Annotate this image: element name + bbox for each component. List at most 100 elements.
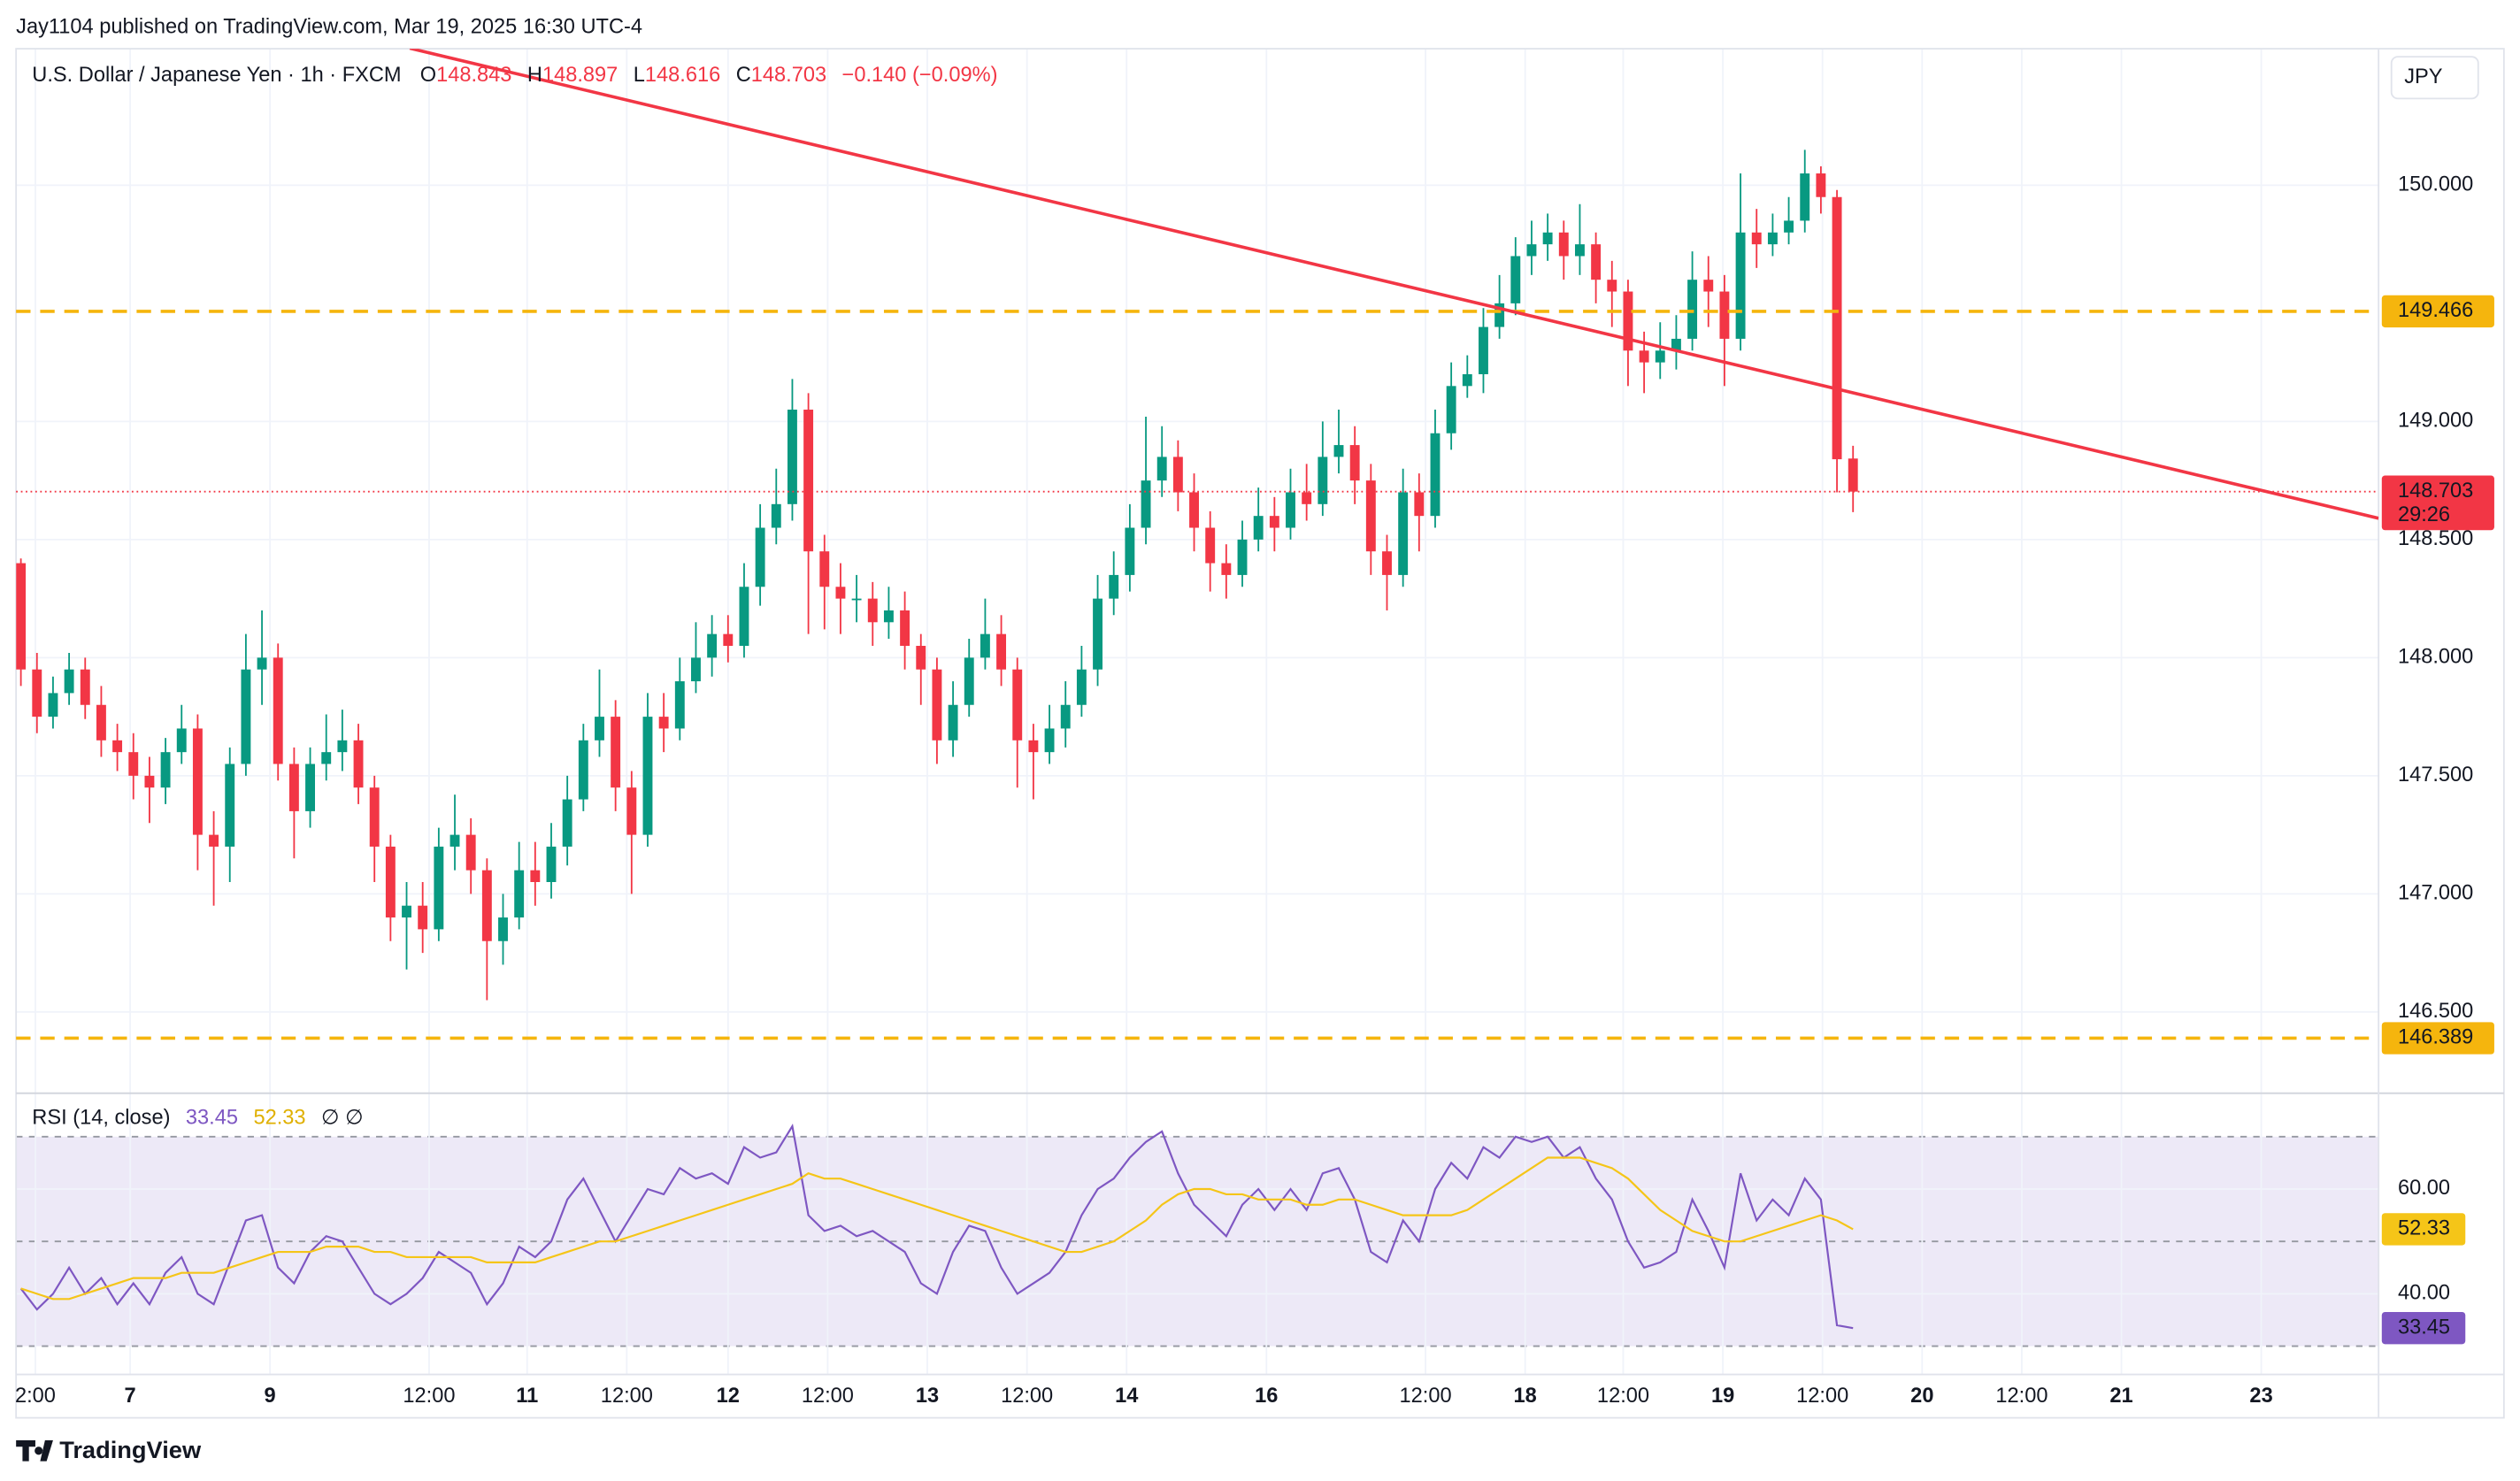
x-tick-label: 21 [2109, 1385, 2132, 1408]
brand-logo [16, 1440, 53, 1462]
candle-body [1044, 728, 1055, 753]
candle-body [819, 551, 830, 587]
candle-body [996, 633, 1007, 670]
rsi-value-label: 33.45 [2398, 1316, 2450, 1339]
candle-body [595, 717, 604, 740]
x-tick-label: 20 [1910, 1385, 1933, 1408]
candle-body [1172, 457, 1183, 493]
x-tick-label: 14 [1115, 1385, 1138, 1408]
candle-body [418, 905, 428, 930]
candle-body [321, 752, 332, 764]
candle-body [739, 587, 749, 647]
grid [16, 49, 2379, 1375]
candle-body [980, 633, 990, 658]
level-label: 146.389 [2398, 1026, 2473, 1049]
candle-body [434, 846, 444, 930]
candle-body [1205, 527, 1216, 564]
candle-body [626, 787, 637, 835]
candle-body [1012, 669, 1023, 740]
candle-body [337, 740, 348, 753]
legend-letter: H [527, 64, 542, 87]
candle-body [1302, 492, 1312, 504]
candle-body [1735, 232, 1746, 339]
rsi-value-box [2381, 1311, 2466, 1345]
candle-body [1060, 704, 1071, 729]
y-tick-label: 148.000 [2398, 646, 2473, 669]
rsi-value-box [2381, 1213, 2466, 1246]
x-tick-label: 18 [1514, 1385, 1537, 1408]
candle-body [1671, 338, 1681, 351]
frame [15, 48, 2505, 1419]
level-box [2381, 295, 2494, 328]
candle-body [1253, 516, 1264, 540]
candle-body [1189, 492, 1199, 528]
candle-body [788, 410, 797, 504]
candle-body [481, 870, 492, 941]
y-tick-label: 146.500 [2398, 1000, 2473, 1023]
x-tick-label: 7 [125, 1385, 136, 1408]
candle-body [1784, 220, 1794, 233]
candle-body [1751, 232, 1762, 245]
candle-body [1414, 492, 1425, 517]
candle-body [1832, 196, 1842, 460]
publish-info: Jay1104 published on TradingView.com, Ma… [16, 16, 642, 39]
candle-body [562, 799, 572, 847]
y-tick-label: 40.00 [2398, 1282, 2450, 1305]
candle-body [1398, 492, 1409, 575]
countdown-label: 29:26 [2398, 503, 2450, 526]
legend-letter: O [420, 64, 436, 87]
candle-body [1028, 740, 1039, 753]
candle-body [32, 669, 42, 717]
candle-body [755, 527, 765, 587]
candle-body [1703, 280, 1714, 292]
trend-line [409, 49, 2379, 520]
brand-name: TradingView [59, 1436, 202, 1463]
rsi-value-label: 52.33 [2398, 1217, 2450, 1240]
x-tick-label: 12:00 [1597, 1385, 1649, 1408]
candle-body [1365, 480, 1376, 552]
candle-body [128, 752, 139, 776]
legend-value: 148.897 [542, 64, 618, 87]
candle-body [96, 704, 106, 740]
candle-body [1767, 232, 1778, 245]
x-tick-label: 16 [1255, 1385, 1278, 1408]
candle-body [80, 669, 90, 705]
currency[interactable]: JPY [2404, 65, 2443, 88]
candle-body [176, 728, 187, 753]
candle-body [257, 657, 267, 670]
brand: TradingView [16, 1436, 202, 1463]
candle-body [851, 598, 862, 601]
candle-body [530, 870, 541, 882]
candle-body [144, 775, 155, 788]
x-tick-label: 13 [916, 1385, 939, 1408]
candle-body [546, 846, 557, 882]
candle-body [1349, 445, 1360, 481]
candle-body [353, 740, 364, 788]
candle-body [578, 740, 588, 800]
y-tick-label: 150.000 [2398, 173, 2473, 196]
candle-body [112, 740, 123, 753]
candle-body [1510, 256, 1521, 303]
candle-body [948, 704, 958, 740]
legend-letter: C [736, 64, 751, 87]
candle-body [900, 610, 910, 647]
candle-body [1542, 232, 1553, 245]
candle-body [1848, 458, 1858, 492]
candle-body [305, 764, 315, 811]
candle-body [402, 905, 411, 918]
candle-body [1655, 350, 1665, 363]
candle-body [1623, 291, 1633, 351]
candle-body [1141, 480, 1151, 528]
candle-body [1687, 280, 1698, 339]
candle-body [1479, 326, 1488, 374]
x-tick-label: 23 [2249, 1385, 2272, 1408]
level-box [2381, 1022, 2494, 1055]
candle-body [1109, 574, 1119, 599]
candle-body [1719, 291, 1730, 339]
y-tick-label: 149.000 [2398, 410, 2473, 433]
currency-box[interactable] [2390, 56, 2479, 100]
candle-body [835, 587, 846, 599]
candle-body [1430, 433, 1441, 517]
candle-body [1462, 373, 1472, 387]
